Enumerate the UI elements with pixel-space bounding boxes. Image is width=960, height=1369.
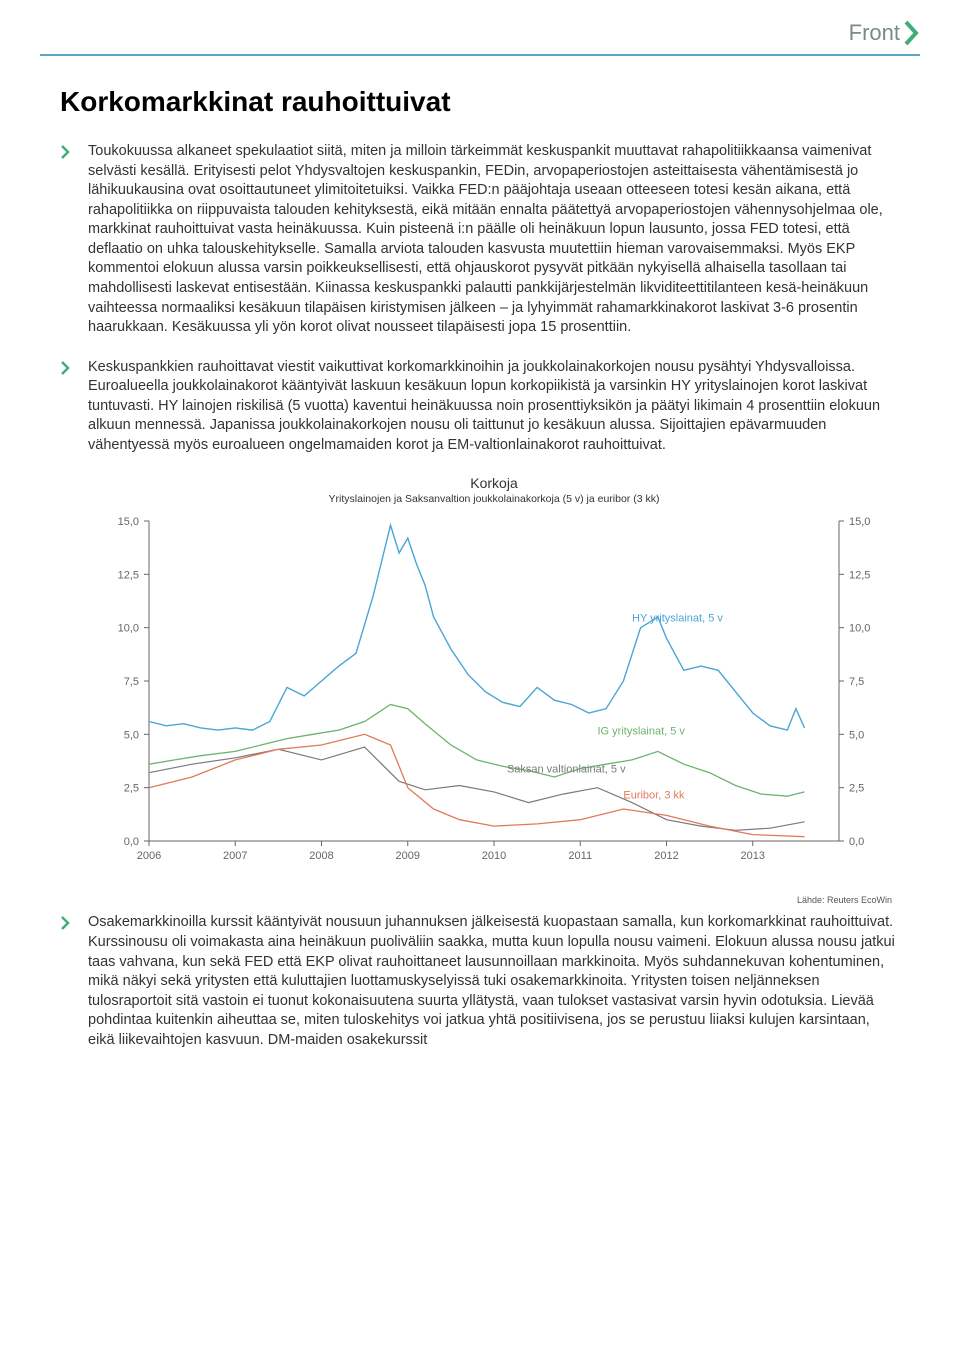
svg-text:2011: 2011 <box>568 850 592 862</box>
chevron-right-icon <box>60 913 88 1050</box>
svg-text:HY yrityslainat, 5 v: HY yrityslainat, 5 v <box>632 613 723 625</box>
svg-text:2006: 2006 <box>137 850 161 862</box>
chevron-right-icon <box>60 142 88 338</box>
svg-text:Saksan valtionlainat, 5 v: Saksan valtionlainat, 5 v <box>507 764 626 776</box>
paragraph-block: Keskuspankkien rauhoittavat viestit vaik… <box>60 358 900 456</box>
svg-text:0,0: 0,0 <box>124 836 139 848</box>
svg-text:2,5: 2,5 <box>849 783 864 795</box>
svg-text:7,5: 7,5 <box>849 676 864 688</box>
svg-text:10,0: 10,0 <box>849 623 870 635</box>
paragraph-block: Osakemarkkinoilla kurssit kääntyivät nou… <box>60 913 900 1050</box>
svg-text:2008: 2008 <box>309 850 333 862</box>
paragraph-text: Keskuspankkien rauhoittavat viestit vaik… <box>88 358 900 456</box>
svg-text:12,5: 12,5 <box>118 570 139 582</box>
chevron-right-icon <box>904 20 920 46</box>
chart-subtitle: Yrityslainojen ja Saksanvaltion joukkola… <box>88 493 900 505</box>
svg-text:0,0: 0,0 <box>849 836 864 848</box>
chart-source: Lähde: Reuters EcoWin <box>88 895 900 905</box>
svg-text:2007: 2007 <box>223 850 247 862</box>
chart-title: Korkoja <box>88 475 900 491</box>
svg-text:15,0: 15,0 <box>118 516 139 528</box>
svg-text:2009: 2009 <box>396 850 420 862</box>
svg-text:12,5: 12,5 <box>849 570 870 582</box>
svg-text:2010: 2010 <box>482 850 506 862</box>
svg-text:2013: 2013 <box>741 850 765 862</box>
line-chart: 0,0 0,0 2,5 2,5 5,0 5,0 7,5 7,5 10,0 10,0 12,5 12,5… <box>94 511 894 891</box>
logo-text: Front <box>849 20 900 46</box>
chart-container: Korkoja Yrityslainojen ja Saksanvaltion … <box>88 475 900 905</box>
svg-text:7,5: 7,5 <box>124 676 139 688</box>
svg-text:IG yrityslainat, 5 v: IG yrityslainat, 5 v <box>598 726 686 738</box>
page-header: Front <box>0 0 960 54</box>
svg-text:2,5: 2,5 <box>124 783 139 795</box>
svg-text:2012: 2012 <box>654 850 678 862</box>
svg-text:Euribor, 3 kk: Euribor, 3 kk <box>623 790 685 802</box>
logo: Front <box>849 20 920 46</box>
paragraph-text: Toukokuussa alkaneet spekulaatiot siitä,… <box>88 142 900 338</box>
svg-text:15,0: 15,0 <box>849 516 870 528</box>
header-divider <box>40 54 920 56</box>
page-title: Korkomarkkinat rauhoittuivat <box>60 86 900 118</box>
paragraph-text: Osakemarkkinoilla kurssit kääntyivät nou… <box>88 913 900 1050</box>
paragraph-block: Toukokuussa alkaneet spekulaatiot siitä,… <box>60 142 900 338</box>
svg-text:10,0: 10,0 <box>118 623 139 635</box>
svg-text:5,0: 5,0 <box>124 730 139 742</box>
chevron-right-icon <box>60 358 88 456</box>
svg-text:5,0: 5,0 <box>849 730 864 742</box>
content-area: Korkomarkkinat rauhoittuivat Toukokuussa… <box>0 86 960 1100</box>
